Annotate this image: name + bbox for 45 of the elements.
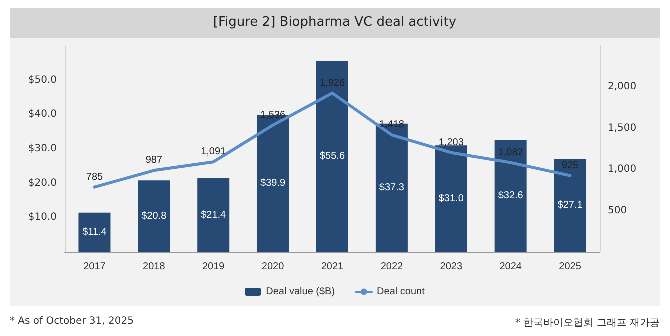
y-tick-label: $20.0 <box>28 178 57 189</box>
data-label: $55.6 <box>320 151 346 162</box>
data-label: $11.4 <box>82 226 108 238</box>
chart-title: [Figure 2] Biopharma VC deal activity <box>10 8 660 38</box>
x-tick-label: 2023 <box>440 262 463 272</box>
data-label: $39.9 <box>260 178 286 190</box>
y-tick-label: $40.0 <box>28 109 57 120</box>
y2-tick-label: 1,500 <box>608 122 637 134</box>
text: * 한국바이오협회 그래프 재가공 <box>515 317 660 330</box>
y-tick-label: $30.0 <box>28 144 57 154</box>
data-label: $20.8 <box>142 210 168 222</box>
x-tick-label: 2024 <box>500 262 522 272</box>
data-label: 1,082 <box>498 147 524 158</box>
bar <box>78 212 111 252</box>
data-label: $21.4 <box>201 210 227 221</box>
bar <box>316 61 348 252</box>
y2-tick-label: 1,000 <box>608 164 637 176</box>
y2-tick-label: 500 <box>608 205 628 216</box>
data-label: 785 <box>86 172 104 183</box>
x-tick-label: 2021 <box>321 262 344 272</box>
text: * As of October 31, 2025 <box>10 316 134 327</box>
x-tick-label: 2025 <box>559 262 582 272</box>
data-label: 925 <box>562 160 580 172</box>
bar <box>435 146 468 252</box>
data-label: $37.3 <box>379 182 405 194</box>
bar <box>138 180 170 252</box>
x-tick-label: 2017 <box>84 262 106 272</box>
data-label: $31.0 <box>438 193 464 204</box>
bar <box>198 178 230 252</box>
data-label: $32.6 <box>498 190 524 202</box>
legend-label: Deal value ($B) <box>266 286 336 298</box>
x-tick-label: 2022 <box>380 262 404 272</box>
y-tick-label: $10.0 <box>28 212 57 224</box>
x-tick-label: 2018 <box>143 262 166 272</box>
legend-label: Deal count <box>377 286 426 298</box>
bar <box>494 140 527 252</box>
data-label: 987 <box>146 155 163 166</box>
x-tick-label: 2020 <box>262 262 285 272</box>
data-label: 1,926 <box>320 78 346 89</box>
data-label: 1,091 <box>201 146 227 158</box>
data-label: $27.1 <box>558 200 584 211</box>
y2-tick-label: 2,000 <box>608 82 637 93</box>
x-tick-label: 2019 <box>202 262 226 272</box>
y-tick-label: $50.0 <box>28 74 57 86</box>
bar <box>554 158 586 252</box>
